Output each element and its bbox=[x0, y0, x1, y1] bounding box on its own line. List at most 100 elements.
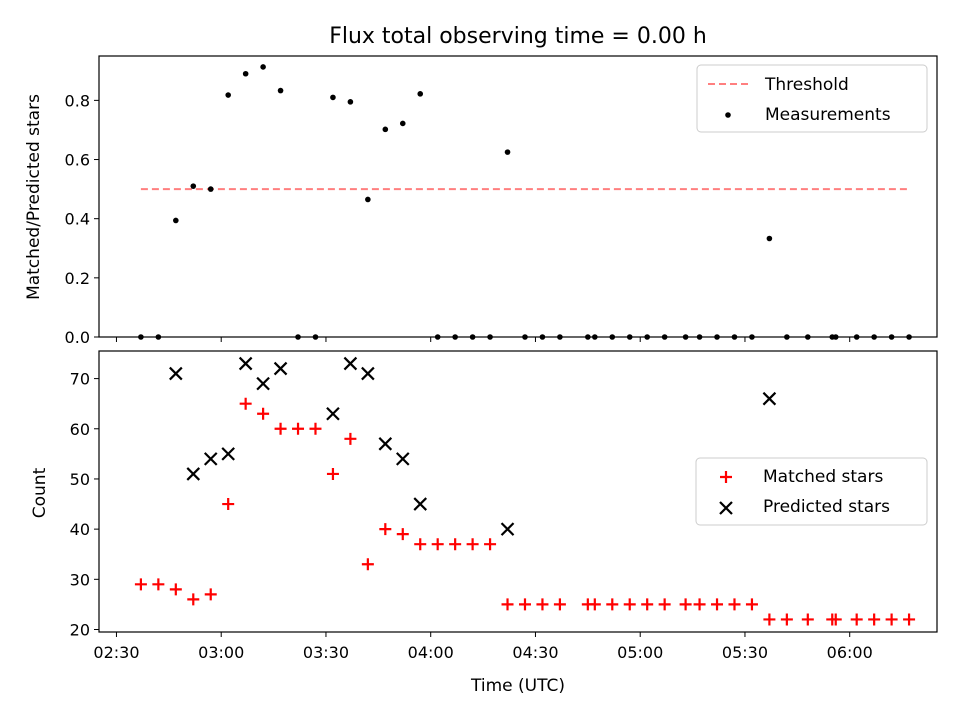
measurement-point bbox=[592, 334, 598, 340]
count-x-axis: 02:30 03:00 03:30 04:00 04:30 05:00 05:30 06:00 bbox=[93, 632, 873, 662]
predicted-star-point bbox=[361, 366, 375, 381]
count-x-tick-label: 06:00 bbox=[827, 643, 873, 662]
measurement-point bbox=[312, 334, 319, 340]
measurement-point bbox=[696, 334, 703, 340]
matched-star-point bbox=[536, 598, 549, 611]
ratio-plot: 0.00.20.40.60.8 Matched/Predicted stars … bbox=[24, 55, 938, 347]
matched-star-point bbox=[204, 588, 217, 601]
measurement-point bbox=[190, 183, 197, 189]
matched-star-point bbox=[292, 422, 305, 435]
matched-star-point bbox=[309, 422, 322, 435]
count-x-tick-label: 05:30 bbox=[722, 643, 768, 662]
measurement-point bbox=[766, 235, 773, 242]
legend-matched-label: Matched stars bbox=[763, 467, 883, 487]
measurement-point bbox=[138, 334, 144, 340]
matched-star-point bbox=[606, 598, 619, 611]
count-x-tick-label: 03:00 bbox=[198, 643, 244, 662]
count-x-axis-label: Time (UTC) bbox=[470, 676, 565, 696]
ratio-y-tick-label: 0.4 bbox=[65, 210, 90, 229]
measurement-point bbox=[155, 334, 162, 340]
ratio-marks bbox=[138, 64, 912, 340]
matched-star-point bbox=[711, 598, 724, 611]
matched-star-point bbox=[361, 558, 374, 571]
matched-star-point bbox=[623, 598, 636, 611]
predicted-star-point bbox=[203, 452, 218, 466]
measurement-point bbox=[260, 64, 266, 70]
measurement-point bbox=[504, 149, 511, 155]
count-y-tick-label: 40 bbox=[70, 520, 90, 539]
matched-star-point bbox=[801, 613, 814, 626]
matched-star-point bbox=[553, 598, 566, 611]
measurement-point bbox=[469, 334, 476, 340]
matched-star-point bbox=[679, 598, 692, 611]
matched-star-point bbox=[850, 613, 863, 626]
measurement-point bbox=[784, 334, 790, 340]
chart-title: Flux total observing time = 0.00 h bbox=[329, 24, 707, 49]
matched-star-point bbox=[257, 407, 270, 420]
measurement-point bbox=[805, 334, 811, 340]
matched-star-point bbox=[169, 583, 182, 596]
measurement-point bbox=[906, 334, 912, 340]
measurement-point bbox=[417, 91, 424, 97]
predicted-star-point bbox=[326, 406, 340, 421]
measurement-point bbox=[207, 186, 214, 192]
matched-star-point bbox=[449, 538, 462, 551]
matched-star-point bbox=[501, 598, 514, 611]
predicted-star-point bbox=[273, 361, 288, 376]
ratio-y-tick-label: 0.2 bbox=[65, 269, 90, 288]
predicted-star-point bbox=[413, 497, 428, 511]
measurement-point bbox=[225, 92, 231, 98]
matched-star-point bbox=[658, 598, 671, 611]
count-y-tick-label: 70 bbox=[70, 370, 90, 389]
ratio-y-axis-label: Matched/Predicted stars bbox=[24, 94, 44, 300]
legend-measurements-swatch bbox=[725, 112, 731, 118]
predicted-star-point bbox=[500, 522, 515, 536]
count-x-tick-label: 04:00 bbox=[408, 643, 454, 662]
measurement-point bbox=[585, 334, 591, 340]
count-y-axis: 20 30 40 50 60 70 bbox=[70, 370, 99, 639]
matched-star-point bbox=[641, 598, 654, 611]
predicted-star-point bbox=[378, 437, 393, 451]
matched-star-point bbox=[885, 613, 898, 626]
matched-star-point bbox=[829, 613, 842, 626]
ratio-y-axis: 0.0 0.2 0.4 0.6 0.8 bbox=[65, 91, 99, 347]
legend-matched-swatch bbox=[720, 471, 732, 483]
matched-star-point bbox=[152, 578, 165, 591]
ratio-y-tick-label: 0.8 bbox=[65, 91, 90, 110]
predicted-star-point bbox=[395, 452, 410, 466]
measurement-point bbox=[539, 334, 546, 340]
matched-star-point bbox=[326, 467, 339, 480]
measurement-point bbox=[399, 120, 406, 127]
count-x-tick-label: 04:30 bbox=[512, 643, 558, 662]
predicted-star-point bbox=[256, 376, 270, 391]
count-x-tick-label: 05:00 bbox=[617, 643, 663, 662]
measurement-point bbox=[644, 334, 650, 340]
ratio-legend: Threshold Measurements bbox=[696, 64, 928, 133]
count-legend-box bbox=[695, 457, 928, 526]
count-legend: Matched stars Predicted stars bbox=[695, 457, 928, 526]
predicted-star-point bbox=[343, 356, 358, 371]
predicted-star-point bbox=[238, 356, 253, 371]
measurement-point bbox=[714, 334, 720, 340]
count-marks bbox=[134, 356, 916, 626]
matched-star-point bbox=[763, 613, 776, 626]
ratio-plot-frame bbox=[98, 55, 938, 338]
matched-star-point bbox=[379, 523, 392, 536]
measurement-point bbox=[173, 217, 179, 224]
measurement-point bbox=[277, 87, 284, 94]
matched-star-point bbox=[344, 432, 357, 445]
measurement-point bbox=[452, 334, 458, 340]
matched-star-point bbox=[466, 538, 479, 551]
count-plot-frame bbox=[98, 350, 938, 633]
predicted-star-point bbox=[221, 447, 235, 461]
measurement-point bbox=[609, 334, 616, 340]
predicted-star-point bbox=[169, 366, 183, 381]
measurement-point bbox=[871, 334, 877, 340]
measurement-point bbox=[295, 334, 301, 340]
count-y-tick-label: 60 bbox=[70, 420, 90, 439]
matched-star-point bbox=[868, 613, 881, 626]
count-y-tick-label: 20 bbox=[70, 620, 90, 639]
ratio-x-axis bbox=[115, 337, 851, 342]
count-x-tick-label: 02:30 bbox=[93, 643, 139, 662]
